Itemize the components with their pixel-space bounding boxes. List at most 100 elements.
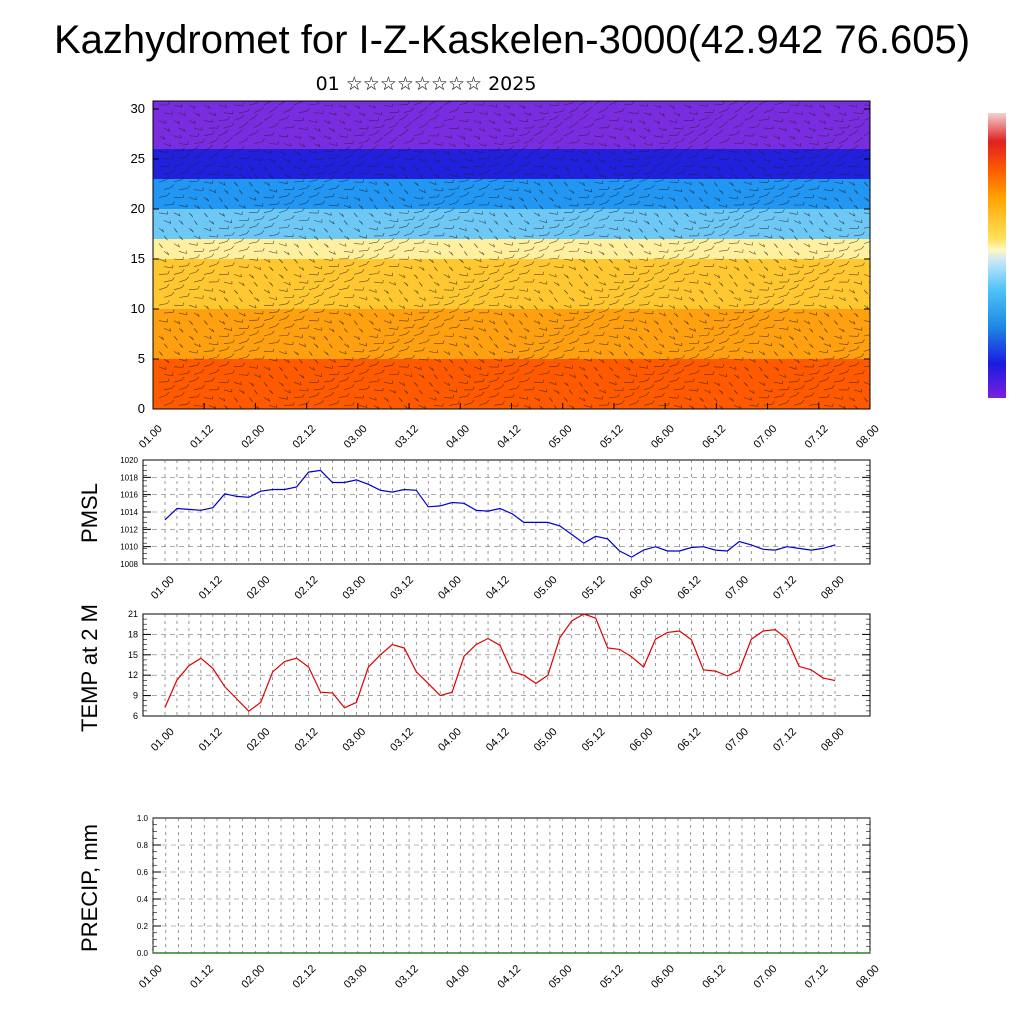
wind-barb-flag <box>295 367 298 372</box>
wind-barb-flag <box>764 101 767 102</box>
wind-barb <box>338 135 348 138</box>
wind-barb-flag <box>366 368 370 373</box>
wind-barb <box>623 150 632 154</box>
wind-barb <box>743 382 748 387</box>
wind-barb-flag <box>257 316 260 321</box>
wind-barb <box>773 243 778 248</box>
wind-barb-flag <box>661 376 665 380</box>
wind-barb <box>583 189 592 193</box>
wind-barb-flag <box>646 176 650 180</box>
wind-barb-flag <box>451 299 455 304</box>
wind-barb <box>173 258 183 260</box>
wind-barb-flag <box>586 207 590 211</box>
wind-barb-flag <box>463 136 466 140</box>
wind-barb <box>733 374 740 379</box>
wind-barb <box>598 374 603 379</box>
precip-y-tick-label: 0.6 <box>137 868 149 877</box>
wind-barb-flag <box>619 158 622 162</box>
wind-barb-flag <box>546 153 550 157</box>
wind-barb-flag <box>172 309 175 313</box>
wind-barb <box>268 389 274 395</box>
wind-barb <box>233 257 243 260</box>
wind-barb-flag <box>201 368 205 373</box>
wind-barb-flag <box>611 352 614 356</box>
wind-barb <box>418 174 423 179</box>
wind-barb-flag <box>847 124 850 128</box>
wind-barb-flag <box>689 206 693 210</box>
wind-barb-flag <box>540 313 544 318</box>
heatmap-x-tick-label: 02.12 <box>291 423 319 451</box>
wind-barb <box>248 319 258 321</box>
wind-barb-flag <box>615 381 617 385</box>
wind-barb-flag <box>290 143 292 147</box>
wind-barb-flag <box>341 321 344 325</box>
wind-barb-flag <box>423 189 426 193</box>
wind-barb-flag <box>371 321 374 325</box>
wind-barb <box>448 281 457 285</box>
wind-barb <box>653 180 663 183</box>
wind-barb <box>173 243 180 248</box>
wind-barb <box>848 147 856 152</box>
wind-barb-flag <box>257 238 260 243</box>
wind-barb-flag <box>871 238 873 241</box>
wind-barb-flag <box>781 299 785 303</box>
wind-barb-flag <box>250 290 253 295</box>
wind-barb <box>853 312 859 318</box>
wind-barb-flag <box>836 305 839 310</box>
wind-barb <box>493 387 502 391</box>
wind-barb <box>523 155 530 160</box>
wind-barb <box>263 289 270 294</box>
wind-barb <box>263 134 273 137</box>
wind-barb <box>313 172 323 175</box>
wind-barb-flag <box>247 325 250 329</box>
wind-barb <box>368 349 378 352</box>
wind-barb <box>263 258 271 263</box>
wind-barb <box>508 297 518 299</box>
wind-barb <box>323 150 333 153</box>
wind-barb <box>748 266 753 272</box>
wind-barb <box>493 204 503 208</box>
wind-barb-flag <box>585 101 587 102</box>
wind-barb-flag <box>701 182 704 187</box>
wind-barb-flag <box>270 267 274 271</box>
wind-barb-flag <box>765 267 769 271</box>
wind-barb-flag <box>598 151 601 155</box>
wind-barb-flag <box>256 330 260 334</box>
wind-barb <box>328 295 338 298</box>
wind-barb-flag <box>606 307 610 311</box>
wind-barb <box>403 110 412 113</box>
wind-barb <box>548 320 558 323</box>
wind-barb-flag <box>861 122 865 126</box>
wind-barb <box>733 281 738 287</box>
wind-barb <box>743 181 752 185</box>
wind-barb-flag <box>840 227 842 231</box>
wind-barb-flag <box>801 276 805 281</box>
wind-barb <box>658 264 668 267</box>
wind-barb <box>193 189 203 191</box>
wind-barb-flag <box>480 366 482 370</box>
wind-barb-flag <box>344 104 347 109</box>
wind-barb <box>278 258 283 264</box>
wind-barb <box>673 127 683 130</box>
wind-barb <box>668 164 677 167</box>
wind-barb <box>338 287 348 291</box>
wind-barb-flag <box>476 336 479 341</box>
wind-barb <box>533 289 541 294</box>
wind-barb <box>323 243 329 248</box>
wind-barb <box>613 374 620 379</box>
wind-barb-flag <box>591 322 595 326</box>
wind-barb-flag <box>651 384 655 388</box>
wind-barb-flag <box>817 293 820 297</box>
wind-barb-flag <box>317 379 319 383</box>
wind-barb-flag <box>780 335 782 339</box>
wind-barb <box>208 328 215 333</box>
wind-barb-flag <box>827 205 830 209</box>
wind-barb <box>218 289 226 294</box>
wind-barb <box>193 235 201 240</box>
wind-barb <box>803 164 812 167</box>
wind-barb <box>833 320 838 325</box>
wind-barb-flag <box>754 359 756 363</box>
wind-barb <box>473 120 481 124</box>
wind-barb-flag <box>632 318 635 322</box>
wind-barb-flag <box>829 343 832 347</box>
